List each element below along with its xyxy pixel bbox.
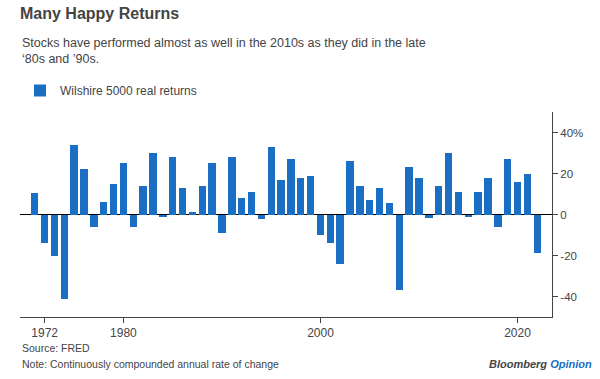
svg-text:Bloomberg Opinion: Bloomberg Opinion <box>489 358 592 370</box>
svg-text:1972: 1972 <box>31 326 58 340</box>
svg-text:40%: 40% <box>560 127 583 139</box>
svg-text:Many Happy Returns: Many Happy Returns <box>20 5 179 22</box>
svg-text:20: 20 <box>560 168 573 180</box>
svg-text:1980: 1980 <box>110 326 137 340</box>
svg-text:2000: 2000 <box>307 326 334 340</box>
svg-text:-20: -20 <box>560 250 577 262</box>
svg-text:Wilshire 5000 real returns: Wilshire 5000 real returns <box>60 84 197 98</box>
svg-text:2020: 2020 <box>504 326 531 340</box>
svg-text:-40: -40 <box>560 291 577 303</box>
svg-text:Stocks have performed almost a: Stocks have performed almost as well in … <box>22 36 426 66</box>
svg-text:0: 0 <box>560 209 566 221</box>
svg-text:Note: Continuously compounded: Note: Continuously compounded annual rat… <box>22 358 279 370</box>
svg-text:Source: FRED: Source: FRED <box>22 342 90 354</box>
